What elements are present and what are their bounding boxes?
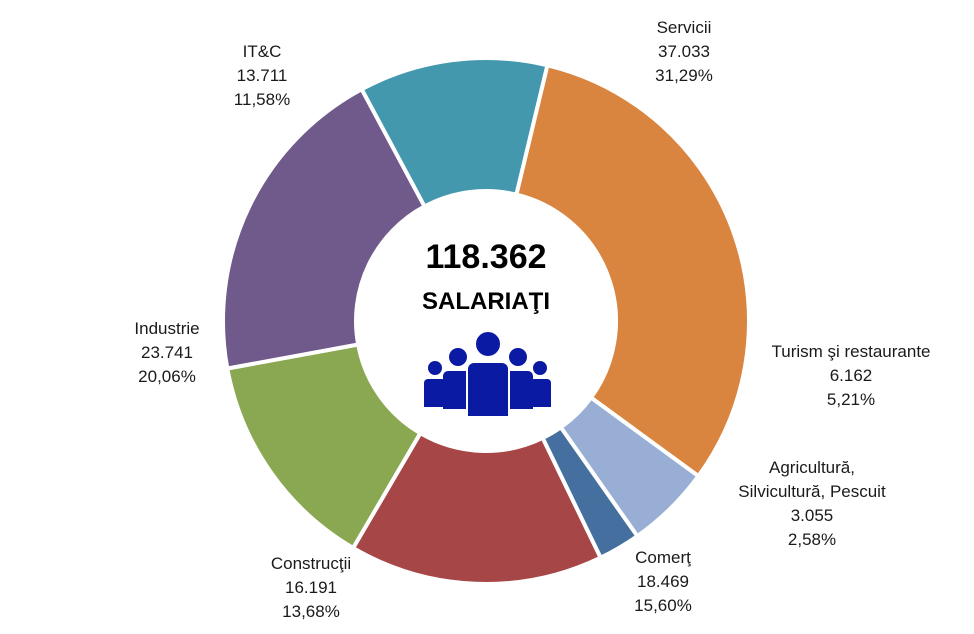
chart-labels: Servicii 37.033 31,29% Turism şi restaurant… — [134, 18, 930, 621]
slice-servicii — [513, 62, 751, 479]
data-label-it-c: IT&C 13.711 11,58% — [234, 42, 290, 109]
center-label: SALARIAŢI — [422, 288, 550, 315]
data-label-servicii: Servicii 37.033 31,29% — [655, 18, 713, 85]
data-label-comert: Comerţ 18.469 15,60% — [634, 548, 692, 615]
slice-industrie — [221, 86, 428, 371]
slice-constructii — [225, 342, 424, 551]
data-label-agricultura-silvicultura-pescuit: Agricultură, Silvicultură, Pescuit 3.055 2,… — [738, 458, 886, 549]
slice-it-c — [359, 56, 550, 210]
center-total: 118.362 — [425, 238, 546, 276]
data-label-turism-si-restaurante: Turism şi restaurante 6.162 5,21% — [771, 342, 930, 409]
data-label-constructii: Construcţii 16.191 13,68% — [271, 554, 351, 621]
chart-segments — [221, 56, 751, 586]
people-group-icon — [424, 330, 551, 418]
data-label-industrie: Industrie 23.741 20,06% — [134, 319, 199, 386]
slice-comert — [350, 430, 604, 586]
